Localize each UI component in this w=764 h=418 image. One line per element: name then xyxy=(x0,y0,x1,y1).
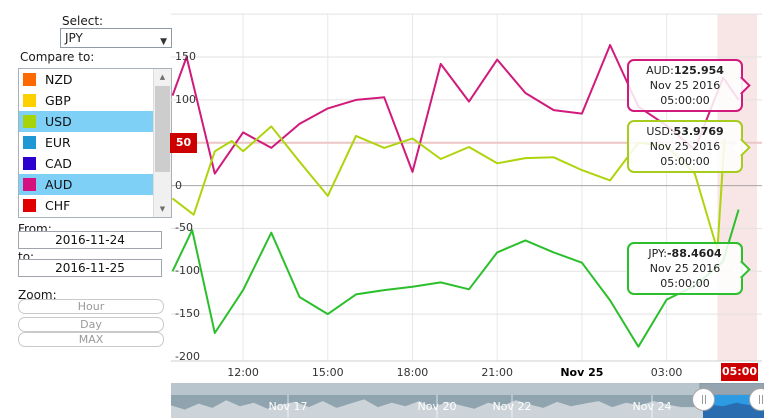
currency-color-swatch xyxy=(23,157,36,170)
zoom-max-button[interactable]: MAX xyxy=(18,332,164,347)
zoom-hour-button[interactable]: Hour xyxy=(18,299,164,314)
x-axis-label: 21:00 xyxy=(481,366,514,379)
currency-color-swatch xyxy=(23,178,36,191)
navigator-date-label: Nov 17 xyxy=(268,400,308,413)
currency-option-EUR[interactable]: EUR xyxy=(19,132,154,153)
tooltip-value: -88.4604 xyxy=(666,247,722,261)
x-axis-label: Nov 25 xyxy=(560,366,604,379)
y-axis-label: -100 xyxy=(175,264,200,278)
y-axis-label: 100 xyxy=(175,92,196,106)
y-axis-label: -150 xyxy=(175,307,200,321)
currency-code-label: CAD xyxy=(45,156,72,171)
y-axis-label: 150 xyxy=(175,50,196,63)
y-axis-label: 0 xyxy=(175,178,182,192)
currency-color-swatch xyxy=(23,73,36,86)
compare-to-label: Compare to: xyxy=(20,50,95,64)
currency-color-swatch xyxy=(23,115,36,128)
scroll-down-icon[interactable]: ▼ xyxy=(154,201,171,217)
tooltip-value: 53.9769 xyxy=(673,125,724,139)
aud-tooltip: AUD:125.954 Nov 25 2016 05:00:00 xyxy=(627,58,751,112)
x-axis-current-badge: 05:00 xyxy=(721,363,758,381)
listbox-scrollbar[interactable]: ▲ ▼ xyxy=(153,69,171,217)
x-axis-label: 03:00 xyxy=(650,366,683,379)
zoom-label: Zoom: xyxy=(18,288,57,302)
tooltip-date: Nov 25 2016 05:00:00 xyxy=(649,262,721,291)
currency-option-CAD[interactable]: CAD xyxy=(19,153,154,174)
tooltip-date: Nov 25 2016 05:00:00 xyxy=(649,78,721,107)
navigator-date-label: Nov 20 xyxy=(417,400,457,413)
main-chart-plot[interactable] xyxy=(0,0,764,382)
chevron-down-icon: ▼ xyxy=(160,37,167,47)
currency-listbox[interactable]: NZD GBP USD EUR CAD AUD CHF ▲ ▼ xyxy=(18,68,172,218)
x-axis-label: 15:00 xyxy=(311,366,344,379)
tooltip-date: Nov 25 2016 05:00:00 xyxy=(649,140,721,169)
currency-code-label: USD xyxy=(45,114,72,129)
navigator-left-handle[interactable] xyxy=(692,388,715,411)
currency-color-swatch xyxy=(23,199,36,212)
y-axis-label: -50 xyxy=(175,221,193,235)
to-date-input[interactable] xyxy=(18,259,162,277)
tooltip-series-label: USD: xyxy=(646,125,674,139)
currency-code-label: NZD xyxy=(45,72,73,87)
currency-rows: NZD GBP USD EUR CAD AUD CHF xyxy=(19,69,154,216)
currency-option-CHF[interactable]: CHF xyxy=(19,195,154,216)
tooltip-series-label: AUD: xyxy=(646,63,674,77)
currency-code-label: EUR xyxy=(45,135,71,150)
currency-select[interactable]: JPY ▼ xyxy=(60,28,172,48)
usd-tooltip: USD:53.9769 Nov 25 2016 05:00:00 xyxy=(627,120,751,174)
currency-color-swatch xyxy=(23,136,36,149)
zoom-day-button[interactable]: Day xyxy=(18,317,164,332)
jpy-tooltip: JPY:-88.4604 Nov 25 2016 05:00:00 xyxy=(627,242,751,296)
y-axis-current-badge: 50 xyxy=(170,132,197,153)
currency-option-USD[interactable]: USD xyxy=(19,111,154,132)
tooltip-series-label: JPY: xyxy=(648,247,667,261)
navigator-right-handle[interactable] xyxy=(749,388,764,411)
navigator[interactable] xyxy=(171,383,764,418)
currency-option-GBP[interactable]: GBP xyxy=(19,90,154,111)
currency-code-label: CHF xyxy=(45,198,71,213)
from-date-input[interactable] xyxy=(18,231,162,249)
currency-color-swatch xyxy=(23,94,36,107)
tooltip-value: 125.954 xyxy=(673,63,724,77)
currency-option-NZD[interactable]: NZD xyxy=(19,69,154,90)
x-axis-label: 12:00 xyxy=(227,366,259,379)
currency-select-value: JPY xyxy=(65,31,83,45)
select-label: Select: xyxy=(62,14,104,28)
scrollbar-thumb[interactable] xyxy=(155,86,170,172)
currency-code-label: GBP xyxy=(45,93,71,108)
currency-option-AUD[interactable]: AUD xyxy=(19,174,154,195)
y-axis-label: -200 xyxy=(175,350,200,363)
x-axis-label: 18:00 xyxy=(396,366,429,379)
navigator-date-label: Nov 22 xyxy=(492,400,532,413)
navigator-date-label: Nov 24 xyxy=(632,400,672,413)
currency-code-label: AUD xyxy=(45,177,73,192)
scroll-up-icon[interactable]: ▲ xyxy=(154,69,171,85)
